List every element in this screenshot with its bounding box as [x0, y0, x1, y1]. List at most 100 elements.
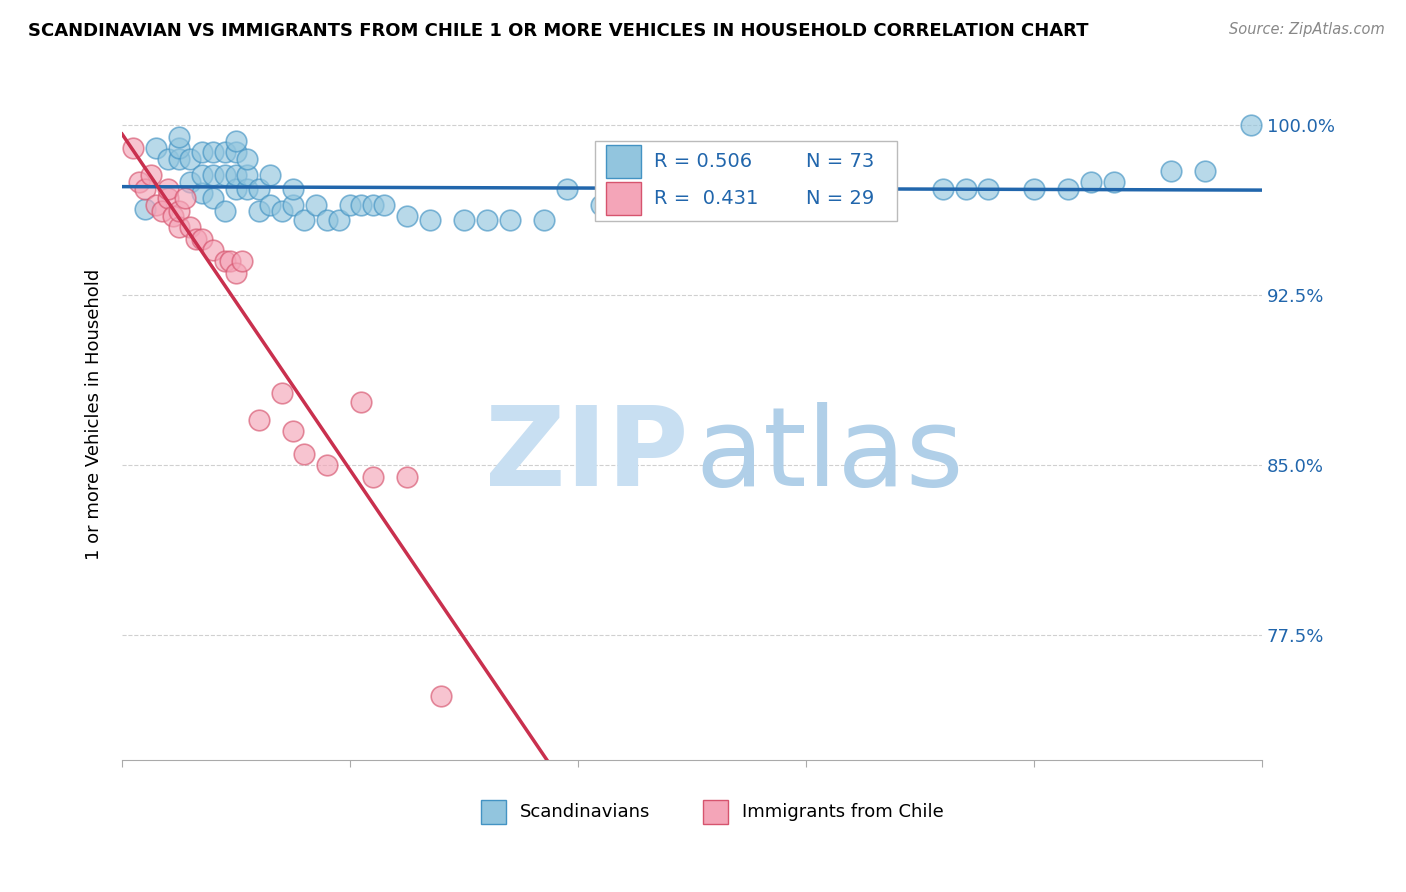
Point	[703, 182, 725, 196]
Point	[932, 182, 955, 196]
Point	[395, 469, 418, 483]
Point	[236, 152, 259, 166]
Point	[830, 175, 852, 189]
Point	[167, 152, 190, 166]
Point	[214, 168, 236, 182]
Point	[555, 182, 578, 196]
Point	[761, 182, 783, 196]
Point	[179, 220, 201, 235]
Point	[214, 145, 236, 160]
Point	[681, 197, 703, 211]
Point	[270, 385, 292, 400]
Point	[339, 197, 361, 211]
Point	[173, 191, 195, 205]
Point	[167, 220, 190, 235]
Point	[259, 197, 281, 211]
Point	[214, 254, 236, 268]
Point	[361, 197, 384, 211]
Point	[589, 197, 612, 211]
Point	[281, 182, 304, 196]
Point	[150, 204, 173, 219]
Point	[145, 141, 167, 155]
Point	[225, 145, 247, 160]
Point	[139, 168, 162, 182]
Point	[225, 168, 247, 182]
Text: Source: ZipAtlas.com: Source: ZipAtlas.com	[1229, 22, 1385, 37]
Text: SCANDINAVIAN VS IMMIGRANTS FROM CHILE 1 OR MORE VEHICLES IN HOUSEHOLD CORRELATIO: SCANDINAVIAN VS IMMIGRANTS FROM CHILE 1 …	[28, 22, 1088, 40]
Point	[191, 231, 214, 245]
Point	[498, 213, 520, 227]
Point	[259, 168, 281, 182]
Point	[305, 197, 328, 211]
Bar	[606, 182, 641, 215]
Point	[806, 182, 828, 196]
Point	[373, 197, 395, 211]
Point	[350, 197, 373, 211]
Point	[1194, 163, 1216, 178]
Point	[179, 152, 201, 166]
Point	[167, 204, 190, 219]
Point	[794, 182, 817, 196]
Text: Immigrants from Chile: Immigrants from Chile	[742, 803, 943, 821]
Point	[1057, 182, 1080, 196]
Point	[281, 424, 304, 438]
Point	[231, 254, 253, 268]
Text: atlas: atlas	[696, 402, 965, 509]
Point	[134, 182, 156, 196]
Point	[236, 182, 259, 196]
Point	[1160, 163, 1182, 178]
Point	[316, 458, 339, 473]
Point	[395, 209, 418, 223]
Point	[316, 213, 339, 227]
Point	[533, 213, 555, 227]
FancyBboxPatch shape	[595, 141, 897, 220]
Point	[419, 213, 441, 227]
Point	[202, 243, 225, 257]
Text: Scandinavians: Scandinavians	[520, 803, 650, 821]
Point	[1239, 118, 1261, 132]
Point	[1102, 175, 1125, 189]
Point	[214, 204, 236, 219]
Point	[225, 266, 247, 280]
Point	[955, 182, 977, 196]
Text: R =  0.431: R = 0.431	[654, 189, 759, 208]
Text: N = 73: N = 73	[806, 153, 875, 171]
Point	[134, 202, 156, 216]
Point	[122, 141, 145, 155]
Point	[247, 204, 270, 219]
Point	[294, 447, 316, 461]
Point	[247, 413, 270, 427]
Point	[225, 134, 247, 148]
Point	[167, 129, 190, 144]
Point	[281, 197, 304, 211]
Point	[145, 197, 167, 211]
Point	[453, 213, 475, 227]
Point	[658, 197, 681, 211]
Point	[179, 175, 201, 189]
Point	[167, 141, 190, 155]
Point	[1080, 175, 1102, 189]
Text: ZIP: ZIP	[485, 402, 689, 509]
Bar	[703, 800, 728, 824]
Point	[430, 690, 453, 704]
Y-axis label: 1 or more Vehicles in Household: 1 or more Vehicles in Household	[86, 268, 103, 560]
Point	[191, 168, 214, 182]
Point	[1022, 182, 1045, 196]
Point	[156, 152, 179, 166]
Point	[162, 209, 184, 223]
Point	[156, 191, 179, 205]
Point	[613, 197, 636, 211]
Point	[202, 168, 225, 182]
Point	[156, 182, 179, 196]
Point	[361, 469, 384, 483]
Point	[647, 197, 669, 211]
Point	[294, 213, 316, 227]
Point	[270, 204, 292, 219]
Point	[202, 145, 225, 160]
Text: R = 0.506: R = 0.506	[654, 153, 752, 171]
Bar	[606, 145, 641, 178]
Point	[350, 394, 373, 409]
Text: N = 29: N = 29	[806, 189, 875, 208]
Point	[247, 182, 270, 196]
Point	[475, 213, 498, 227]
